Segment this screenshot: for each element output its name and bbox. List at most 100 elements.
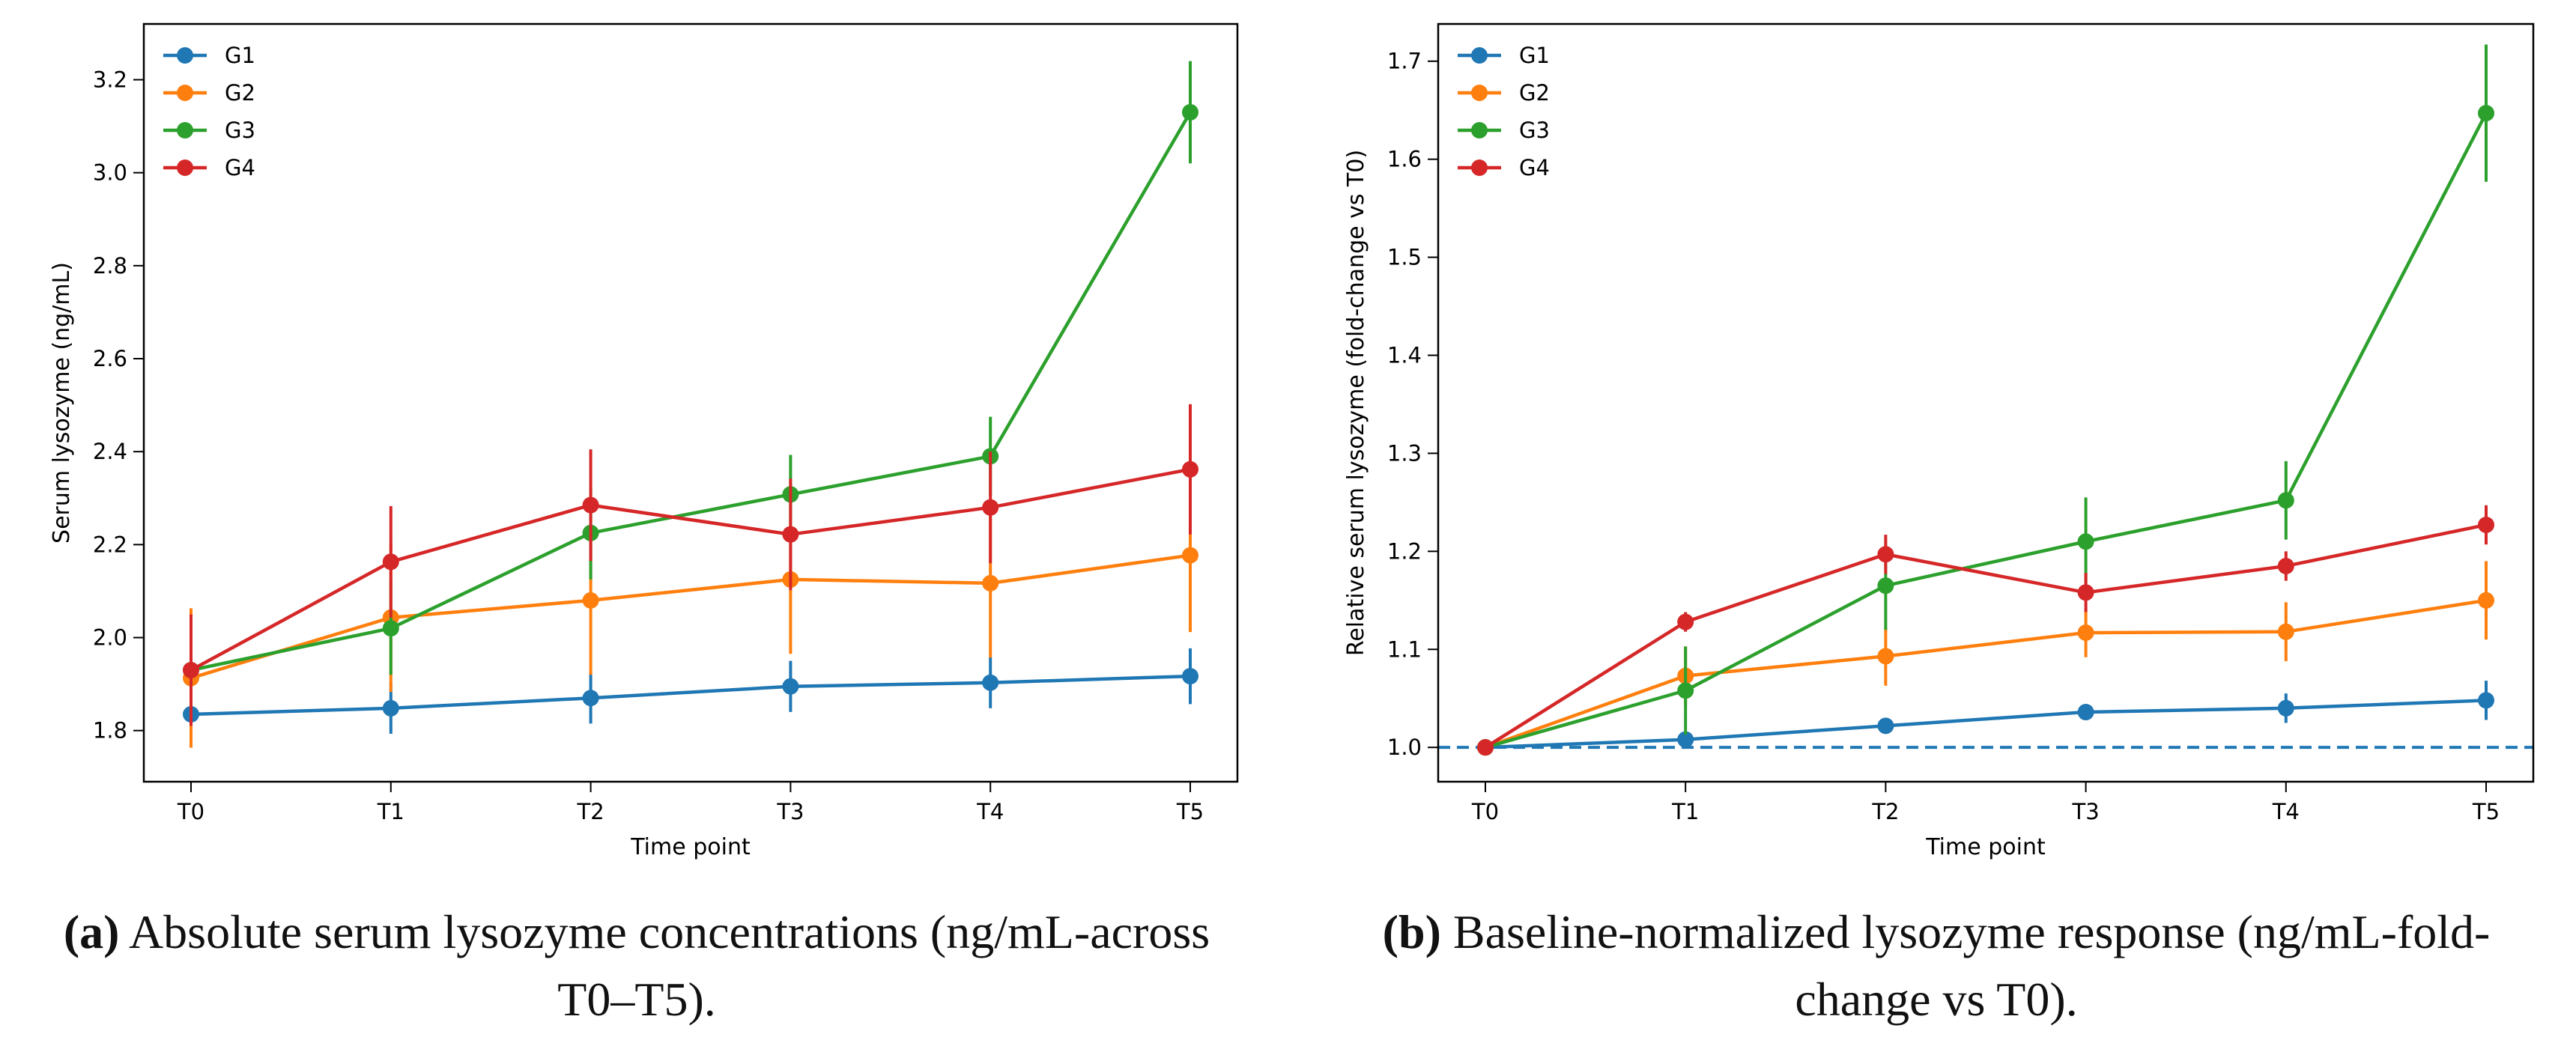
chart2-series-g4-marker (1677, 613, 1694, 630)
chart1-y-tick-label: 2.8 (93, 253, 127, 279)
chart1-x-tick-label: T5 (1176, 799, 1204, 824)
caption-a: (a) Absolute serum lysozyme concentratio… (22, 899, 1251, 1033)
chart2-x-axis-label: Time point (1925, 834, 2046, 860)
chart1-y-tick-label: 2.4 (93, 439, 127, 464)
chart2-series-g3-marker (2478, 105, 2494, 122)
chart2-y-tick-label: 1.5 (1387, 245, 1422, 270)
chart2-legend: G1 G2 G3 G4 (1458, 43, 1550, 180)
chart1-series-g4-marker (1182, 460, 1198, 478)
chart1-y-tick-label: 1.8 (93, 718, 127, 744)
chart2-x-tick-label: T4 (2272, 799, 2300, 824)
chart1-y-tick-label: 3.0 (93, 160, 127, 186)
chart1-series-g4-marker (382, 553, 399, 571)
chart2-series-g4-marker (1477, 739, 1494, 756)
chart2-series-g1-marker (1677, 731, 1694, 748)
chart1-x-tick-label: T0 (177, 799, 204, 824)
chart2-series-g2-marker (1877, 648, 1894, 665)
chart1-group: 1.8 2.0 2.2 2.4 2.6 2.8 3.0 3.2 T0 T1 T2 T3 T4 T5 Time… (49, 22, 1239, 860)
chart1-legend-marker-g1 (177, 47, 193, 64)
chart1-series-g4-marker (183, 661, 199, 678)
chart2-legend-marker-g4 (1471, 159, 1488, 176)
chart1-series-g1-line (190, 674, 1191, 717)
chart2-y-tick-label: 1.0 (1387, 735, 1422, 760)
chart2-series-g4-marker (1877, 546, 1894, 563)
chart1-x-tick-label: T1 (377, 799, 404, 824)
chart2-legend-marker-g1 (1471, 47, 1488, 64)
chart2-series-g3-marker (1677, 682, 1694, 699)
chart2-y-tick-label: 1.3 (1387, 440, 1422, 466)
chart1-legend-marker-g3 (177, 122, 193, 139)
chart2-x-tick-label: T3 (2072, 799, 2100, 824)
chart1-series-g2-marker (1182, 547, 1198, 564)
chart1-series-g3-line (190, 111, 1192, 672)
chart1-series-g3-marker (1182, 103, 1198, 121)
chart1-series-g1-marker (1182, 668, 1198, 685)
chart2-series-g4-marker (2277, 557, 2294, 574)
chart1-series-g2-marker (982, 574, 999, 592)
chart1-series-g1-marker (782, 678, 799, 695)
chart2-y-tick-label: 1.1 (1387, 636, 1422, 662)
caption-b: (b) Baseline-normalized lysozyme respons… (1322, 899, 2551, 1033)
chart1-legend-marker-g2 (177, 85, 193, 101)
chart2-series-g1-marker (2077, 704, 2094, 721)
chart1-series-g1-marker (382, 699, 399, 717)
chart2-plot-frame (1437, 22, 2535, 783)
chart1-series-g4-line (190, 467, 1191, 672)
chart1-series-g2-line (190, 553, 1191, 680)
chart1-x-tick-label: T4 (976, 799, 1004, 824)
chart2-series-g1-line (1485, 699, 2487, 750)
chart2-x-tick-label: T1 (1671, 799, 1699, 824)
chart2-x-tick-label: T5 (2472, 799, 2500, 824)
chart2-x-tick-label: T0 (1471, 799, 1499, 824)
caption-b-text: Baseline-normalized lysozyme response (n… (1440, 905, 2491, 1026)
chart2-legend-label-g2: G2 (1519, 80, 1550, 106)
chart2-y-axis-label: Relative serum lysozyme (fold-change vs … (1343, 150, 1369, 656)
chart2-x-tick-label: T2 (1871, 799, 1899, 824)
chart1-legend-marker-g4 (177, 159, 193, 176)
chart1-series-g3-marker (382, 620, 399, 637)
chart1-x-tick-label: T3 (776, 799, 804, 824)
chart2-series-g1-marker (2478, 692, 2494, 709)
chart2-legend-marker-g2 (1471, 85, 1488, 101)
chart1-series-g4-marker (582, 496, 599, 514)
chart1-y-axis-label: Serum lysozyme (ng/mL) (49, 262, 75, 544)
chart1-legend-label-g1: G1 (225, 43, 255, 68)
chart1-plot-frame (142, 22, 1239, 783)
chart1-y-tick-label: 2.0 (93, 625, 127, 651)
chart1-series-g4-marker (982, 499, 999, 516)
chart1-y-tick-label: 2.2 (93, 532, 127, 557)
chart1-legend-label-g2: G2 (225, 80, 255, 106)
chart1-series-g2-marker (582, 592, 599, 609)
chart2-series-g3-marker (2277, 492, 2294, 509)
chart2-series-g4-marker (2478, 516, 2494, 533)
chart2-series-g2-marker (2277, 623, 2294, 640)
chart2-series-g2-line (1485, 598, 2487, 750)
chart2-series-g3-line (1485, 112, 2488, 750)
chart2-legend-marker-g3 (1471, 122, 1488, 139)
chart1-legend-label-g4: G4 (225, 155, 255, 180)
chart1-x-tick-label: T2 (577, 799, 604, 824)
chart2-legend-label-g1: G1 (1519, 43, 1550, 68)
chart1-series-g4-marker (782, 526, 799, 543)
chart1-x-axis-label: Time point (630, 834, 751, 860)
chart1-series-g1-marker (582, 690, 599, 707)
chart2-y-tick-label: 1.2 (1387, 538, 1422, 564)
chart1-legend-label-g3: G3 (225, 118, 255, 143)
chart2-series-g2-marker (2077, 624, 2094, 642)
caption-a-text: Absolute serum lysozyme concentrations (… (119, 905, 1210, 1026)
chart2-y-tick-label: 1.4 (1387, 343, 1422, 368)
chart2-series-g3-marker (1877, 577, 1894, 595)
chart2-legend-label-g3: G3 (1519, 118, 1550, 143)
chart1-y-tick-label: 3.2 (93, 67, 127, 93)
chart2-series-g3-marker (2077, 533, 2094, 550)
chart2-series-g2-marker (2478, 592, 2494, 609)
chart2-series-g4-marker (2077, 584, 2094, 601)
chart2-legend-label-g4: G4 (1519, 155, 1550, 180)
caption-b-label: (b) (1382, 905, 1441, 958)
chart1-legend: G1 G2 G3 G4 (163, 43, 255, 180)
chart2-y-tick-label: 1.7 (1387, 49, 1422, 74)
chart2-y-tick-label: 1.6 (1387, 147, 1422, 172)
chart2-series-g4-line (1484, 523, 2487, 750)
chart1-y-tick-label: 2.6 (93, 346, 127, 371)
